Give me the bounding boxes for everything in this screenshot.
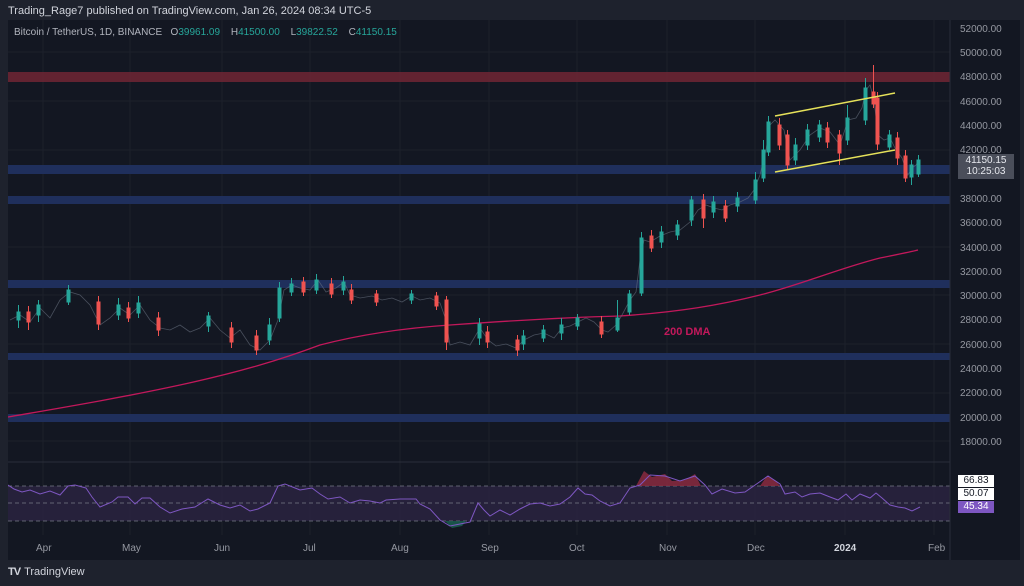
rsi-line (8, 474, 921, 527)
svg-text:46000.00: 46000.00 (960, 97, 1002, 108)
support-zone-31000 (8, 280, 950, 288)
last-price-tag: 41150.15 10:25:03 (958, 154, 1014, 179)
svg-text:36000.00: 36000.00 (960, 218, 1002, 229)
tradingview-logo-icon: TV (8, 566, 21, 578)
svg-text:30000.00: 30000.00 (960, 291, 1002, 302)
svg-text:26000.00: 26000.00 (960, 340, 1002, 351)
close-value: 41150.15 (355, 27, 397, 38)
support-zone-25000 (8, 353, 950, 360)
last-price: 41150.15 (965, 155, 1007, 166)
x-tick-feb: Feb (928, 543, 946, 554)
svg-text:48000.00: 48000.00 (960, 72, 1002, 83)
rsi-level-middle: 50.07 (958, 488, 994, 500)
low-value: 39822.52 (296, 27, 338, 38)
open-value: 39961.09 (178, 27, 221, 38)
channel-lower-line (774, 149, 896, 173)
svg-text:28000.00: 28000.00 (960, 315, 1002, 326)
published-caption: Trading_Rage7 published on TradingView.c… (8, 5, 372, 17)
svg-text:50000.00: 50000.00 (960, 48, 1002, 59)
x-tick-jul: Jul (303, 543, 316, 554)
resistance-zone-48000 (8, 72, 950, 82)
svg-text:32000.00: 32000.00 (960, 267, 1002, 278)
price-chart-svg: 52000.00 50000.00 48000.00 46000.00 44000.… (8, 20, 1002, 560)
ohlc-legend: Bitcoin / TetherUS, 1D, BINANCE O39961.0… (14, 27, 397, 38)
x-tick-jun: Jun (214, 543, 231, 554)
x-tick-may: May (122, 543, 141, 554)
rsi-current-value: 45.34 (958, 501, 994, 513)
x-tick-sep: Sep (481, 543, 499, 554)
svg-text:42000.00: 42000.00 (960, 145, 1002, 156)
svg-text:38000.00: 38000.00 (960, 194, 1002, 205)
support-zone-20000 (8, 414, 950, 422)
brand-name: TradingView (24, 566, 85, 578)
support-zone-40500 (8, 165, 950, 174)
svg-text:20000.00: 20000.00 (960, 413, 1002, 424)
svg-text:52000.00: 52000.00 (960, 24, 1002, 35)
x-tick-aug: Aug (391, 543, 409, 554)
dma-200-line (8, 249, 919, 418)
candles (16, 65, 921, 356)
channel-upper-line (774, 92, 896, 117)
support-zone-38000 (8, 196, 950, 204)
x-tick-apr: Apr (36, 543, 52, 554)
x-tick-nov: Nov (659, 543, 677, 554)
symbol-label: Bitcoin / TetherUS, 1D, BINANCE (14, 27, 163, 38)
svg-text:34000.00: 34000.00 (960, 243, 1002, 254)
rsi-level-upper: 66.83 (958, 475, 994, 487)
high-value: 41500.00 (238, 27, 280, 38)
bar-countdown: 10:25:03 (966, 166, 1006, 177)
rsi-overbought-fill (636, 471, 701, 486)
x-tick-oct: Oct (569, 543, 585, 554)
svg-text:24000.00: 24000.00 (960, 364, 1002, 375)
svg-text:18000.00: 18000.00 (960, 437, 1002, 448)
dma-label: 200 DMA (664, 326, 711, 338)
chart-pane[interactable]: 52000.00 50000.00 48000.00 46000.00 44000.… (8, 20, 1020, 560)
footer-brand: TV TradingView (8, 566, 85, 578)
svg-text:22000.00: 22000.00 (960, 388, 1002, 399)
x-tick-2024: 2024 (834, 543, 857, 554)
svg-text:44000.00: 44000.00 (960, 121, 1002, 132)
price-axis: 52000.00 50000.00 48000.00 46000.00 44000.… (960, 24, 1002, 448)
x-tick-dec: Dec (747, 543, 765, 554)
